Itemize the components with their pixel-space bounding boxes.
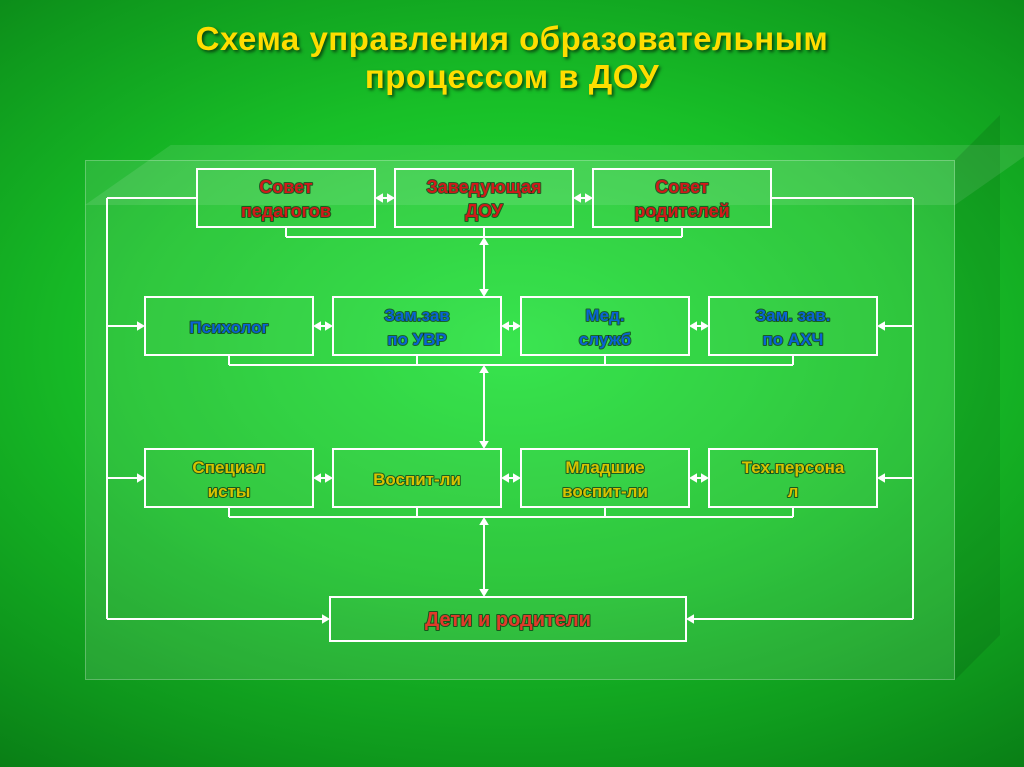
label-mlad-2: воспит-ли: [562, 482, 648, 501]
label-vospit: Воспит-ли: [373, 470, 461, 489]
label-zav_dou-2: ДОУ: [465, 201, 503, 221]
label-zam_uvr-2: по УВР: [387, 330, 447, 349]
label-mlad-1: Младшие: [565, 458, 644, 477]
label-zam_uvr-1: Зам.зав: [384, 306, 450, 325]
label-med-2: служб: [579, 330, 631, 349]
label-psiholog: Психолог: [189, 318, 268, 337]
org-chart: Совет педагогов Заведующая ДОУ Совет родителе…: [0, 0, 1024, 767]
label-teh-1: Тех.персона: [742, 458, 845, 477]
label-special-1: Специал: [192, 458, 265, 477]
label-special-2: исты: [208, 482, 251, 501]
label-sovet_ped-1: Совет: [259, 177, 313, 197]
label-zam_ahch-1: Зам. зав.: [756, 306, 831, 325]
label-deti: Дети и родители: [425, 609, 591, 631]
label-sovet_rod-2: родителей: [634, 201, 729, 221]
label-sovet_rod-1: Совет: [655, 177, 709, 197]
label-teh-2: л: [788, 482, 799, 501]
label-sovet_ped-2: педагогов: [241, 201, 331, 221]
label-med-1: Мед.: [585, 306, 624, 325]
label-zav_dou-1: Заведующая: [426, 177, 541, 197]
label-zam_ahch-2: по АХЧ: [763, 330, 824, 349]
